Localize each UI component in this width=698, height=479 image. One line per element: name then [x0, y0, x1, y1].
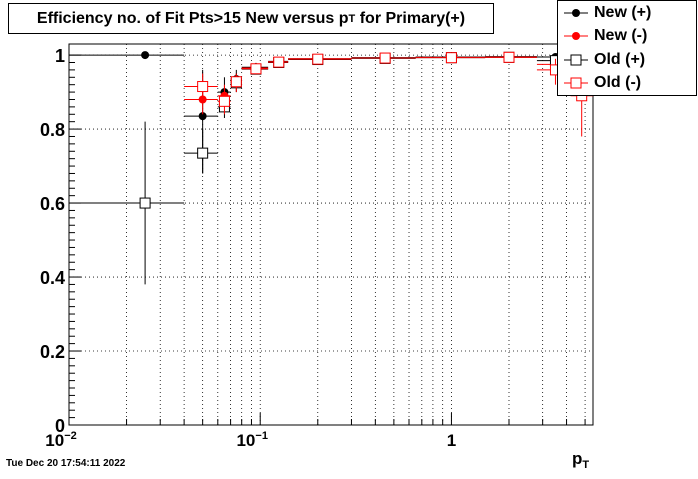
data-point-newplus: [198, 112, 207, 121]
plot-frame: [68, 43, 594, 426]
legend-label-new-minus: New (-): [594, 27, 648, 44]
legend-label-new-plus: New (+): [594, 4, 652, 21]
data-point-oldminus: [197, 81, 209, 93]
chart-title: Efficiency no. of Fit Pts>15 New versus …: [8, 3, 494, 34]
y-tick-label: 0: [55, 416, 65, 436]
chart-title-sub: T: [348, 12, 356, 25]
timestamp: Tue Dec 20 17:54:11 2022: [6, 458, 126, 469]
legend-entry-old-minus: Old (-): [558, 72, 698, 94]
legend-label-old-plus: Old (+): [594, 51, 646, 68]
legend-marker-old-plus: [558, 49, 590, 71]
y-tick-label: 0.4: [40, 268, 65, 288]
data-point-oldplus: [197, 147, 209, 159]
x-tick-label: 1: [447, 431, 456, 450]
y-tick-label: 0.8: [40, 120, 65, 140]
chart-title-main: Efficiency no. of Fit Pts>15 New versus …: [36, 9, 349, 27]
legend-marker-new-plus: [558, 2, 590, 24]
data-point-oldminus: [230, 76, 242, 88]
legend-entry-old-plus: Old (+): [558, 49, 698, 71]
x-tick-label: 10−2: [45, 430, 76, 450]
data-point-oldminus: [273, 56, 285, 68]
data-point-oldminus: [312, 53, 324, 65]
y-tick-label: 1: [55, 46, 65, 66]
legend-marker-old-minus: [558, 72, 590, 94]
data-point-newplus: [141, 51, 150, 60]
legend-entry-new-minus: New (-): [558, 25, 698, 47]
legend: New (+) New (-) Old (+) Old (-): [557, 0, 697, 96]
data-point-oldplus: [139, 197, 151, 209]
data-point-oldminus: [445, 52, 457, 64]
y-tick-label: 0.6: [40, 194, 65, 214]
data-point-oldminus: [503, 51, 515, 63]
legend-entry-new-plus: New (+): [558, 2, 698, 24]
data-point-oldminus: [218, 95, 230, 107]
x-tick-label: 10−1: [236, 430, 267, 450]
x-axis-title-sub: T: [582, 459, 590, 471]
data-point-oldminus: [250, 63, 262, 75]
x-axis-title-main: p: [572, 449, 583, 468]
legend-label-old-minus: Old (-): [594, 74, 642, 91]
data-point-oldminus: [379, 52, 391, 64]
legend-marker-new-minus: [558, 25, 590, 47]
chart-title-tail: for Primary(+): [355, 9, 466, 27]
y-tick-label: 0.2: [40, 342, 65, 362]
x-axis-title: pT: [572, 449, 589, 471]
